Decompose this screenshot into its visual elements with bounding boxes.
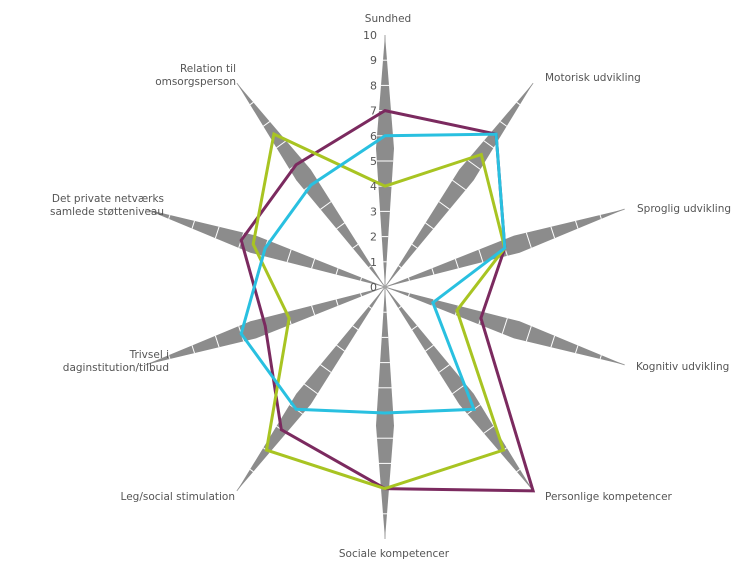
level-line xyxy=(501,318,508,334)
tick-label: 1 xyxy=(370,256,377,269)
axis-label: Trivsel i daginstitution/tilbud xyxy=(63,349,169,374)
level-line xyxy=(320,364,332,373)
level-line xyxy=(352,243,359,249)
level-line xyxy=(478,249,484,263)
data-series xyxy=(239,109,536,493)
level-line xyxy=(286,249,292,263)
tick-label: 10 xyxy=(363,29,377,42)
level-line xyxy=(336,344,345,352)
axis-label: Sproglig udvikling xyxy=(637,203,731,215)
level-line xyxy=(335,299,339,306)
tick-label: 8 xyxy=(370,79,377,92)
level-line xyxy=(304,383,318,395)
axis-label: Leg/social stimulation xyxy=(121,491,235,503)
level-line xyxy=(360,293,363,297)
level-line xyxy=(438,201,450,210)
level-line xyxy=(425,222,434,230)
level-line xyxy=(335,268,339,275)
level-line xyxy=(516,101,521,106)
level-line xyxy=(360,277,363,281)
level-line xyxy=(191,220,195,229)
level-line xyxy=(411,325,418,331)
axis-label: Sundhed xyxy=(365,13,411,25)
level-line xyxy=(168,355,171,360)
level-line xyxy=(575,220,579,229)
axis-label: Sociale kompetencer xyxy=(339,548,450,560)
axis-spoke xyxy=(376,35,394,287)
level-line xyxy=(454,258,459,269)
level-line xyxy=(550,335,556,348)
tick-label: 4 xyxy=(370,180,377,193)
level-line xyxy=(525,325,532,342)
tick-label: 5 xyxy=(370,155,377,168)
level-line xyxy=(431,268,435,275)
level-line xyxy=(499,121,508,127)
series-line xyxy=(239,132,507,415)
axis-labels: Sundhed Motorisk udvikling Sproglig udvikl… xyxy=(50,13,731,560)
level-line xyxy=(168,214,171,219)
axis-spoke xyxy=(384,286,534,492)
level-line xyxy=(214,226,220,239)
level-line xyxy=(368,265,372,268)
level-line xyxy=(483,140,494,149)
level-line xyxy=(438,364,450,373)
level-line xyxy=(311,305,316,316)
level-line xyxy=(550,226,556,239)
level-line xyxy=(191,345,195,354)
level-line xyxy=(398,306,402,309)
tick-label: 9 xyxy=(370,54,377,67)
level-line xyxy=(575,345,579,354)
level-line xyxy=(320,201,332,210)
level-line xyxy=(249,101,254,106)
tick-label: 7 xyxy=(370,105,377,118)
level-line xyxy=(311,258,316,269)
axis-label: Relation til omsorgsperson xyxy=(155,63,236,88)
level-line xyxy=(516,468,521,473)
level-line xyxy=(262,121,271,127)
level-line xyxy=(411,243,418,249)
axis-label: Det private netværks samlede støtteniveau xyxy=(50,193,164,218)
level-line xyxy=(452,179,466,191)
axis-spoke xyxy=(384,82,534,288)
level-line xyxy=(398,265,402,268)
level-line xyxy=(407,293,410,297)
level-line xyxy=(525,232,532,249)
level-line xyxy=(599,214,602,219)
tick-label: 0 xyxy=(370,281,377,294)
tick-label: 2 xyxy=(370,231,377,244)
level-line xyxy=(249,468,254,473)
axis-spoke xyxy=(384,286,625,366)
level-line xyxy=(425,344,434,352)
level-line xyxy=(276,140,287,149)
axis-label: Motorisk udvikling xyxy=(545,72,641,84)
level-line xyxy=(467,159,481,170)
level-line xyxy=(483,425,494,434)
axis-label: Personlige kompetencer xyxy=(545,491,673,503)
level-line xyxy=(407,277,410,281)
axis-label: Kognitiv udvikling xyxy=(636,361,729,373)
tick-labels: 0 1 2 3 4 5 6 7 8 9 10 xyxy=(363,29,377,294)
tick-label: 6 xyxy=(370,130,377,143)
series-line xyxy=(251,131,507,491)
level-line xyxy=(352,325,359,331)
level-line xyxy=(599,355,602,360)
level-line xyxy=(368,306,372,309)
level-line xyxy=(336,222,345,230)
axis-spoke xyxy=(236,286,386,492)
level-line xyxy=(214,335,220,348)
tick-label: 3 xyxy=(370,205,377,218)
